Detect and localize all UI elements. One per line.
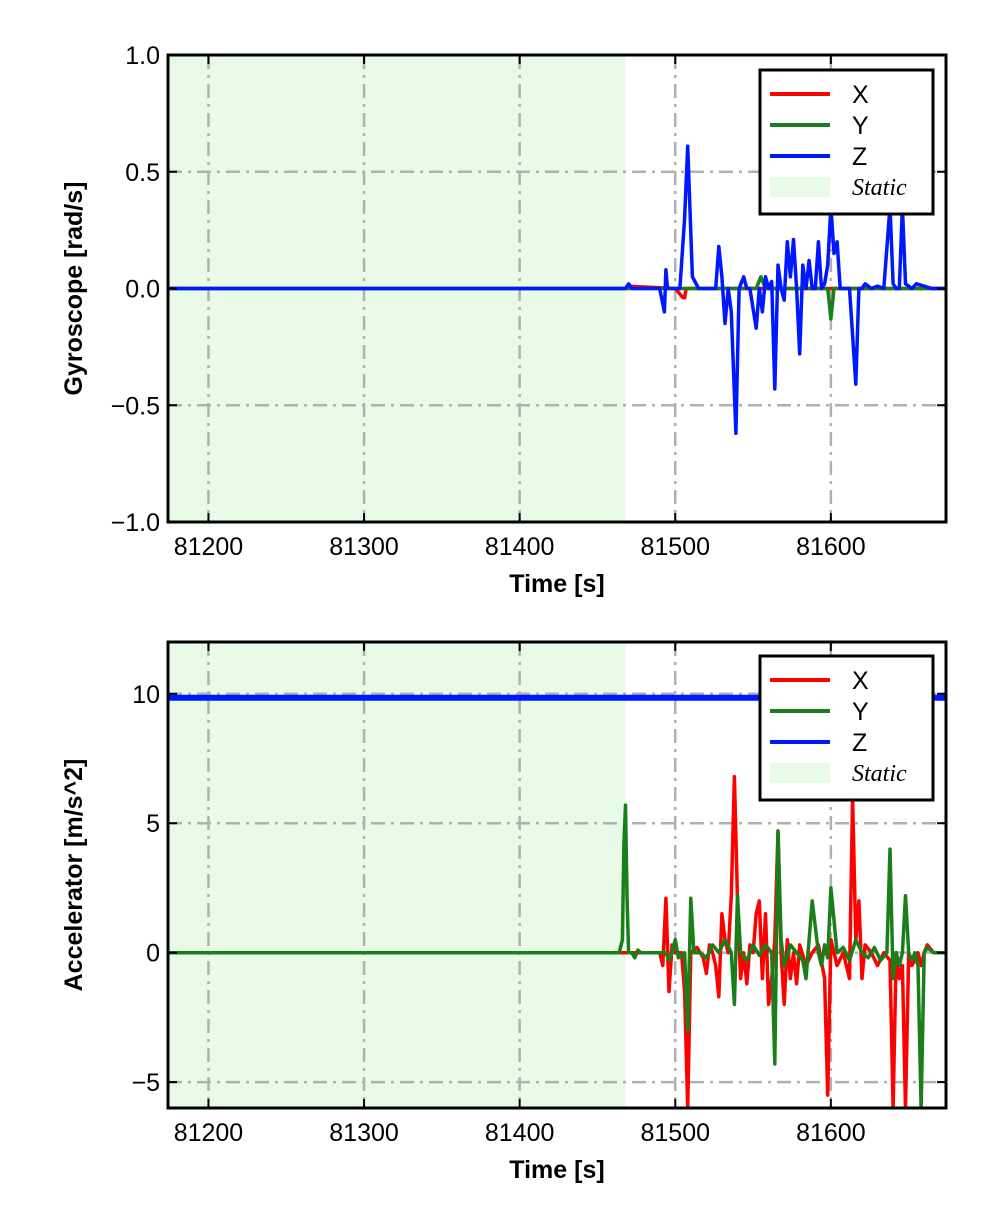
gyroscope-legend-label-static: Static — [852, 175, 907, 201]
gyroscope-x-axis-label: Time [s] — [509, 570, 604, 598]
gyroscope-x-tick-label-4: 81600 — [796, 533, 866, 561]
accelerator-series-y-line — [168, 803, 946, 1108]
accelerator-x-tick-label-3: 81500 — [640, 1119, 710, 1147]
accelerator-legend-label-x: X — [852, 667, 869, 695]
accelerator-legend-label-static: Static — [852, 761, 907, 787]
accelerator-static-region — [168, 642, 626, 1108]
accelerator-y-tick-label-3: 10 — [132, 681, 160, 709]
accelerator-y-axis-label: Accelerator [m/s^2] — [60, 759, 88, 992]
gyroscope-legend-label-x: X — [852, 81, 869, 109]
accelerator-x-tick-label-1: 81300 — [329, 1119, 399, 1147]
accelerator-y-tick-label-0: −5 — [131, 1069, 160, 1097]
gyroscope-y-tick-label-3: 0.5 — [125, 159, 160, 187]
accelerator-x-axis-label: Time [s] — [509, 1156, 604, 1184]
accelerator-legend-label-z: Z — [852, 729, 867, 757]
gyroscope-panel: 81200 81300 81400 81500 81600 −1.0 −0.5 0.0 0.5 1… — [60, 42, 948, 598]
gyroscope-x-tick-label-0: 81200 — [174, 533, 244, 561]
accelerator-series-x-line — [168, 774, 946, 1108]
accelerator-y-tick-label-1: 0 — [146, 940, 160, 968]
accelerator-legend-label-y: Y — [852, 698, 869, 726]
gyroscope-y-tick-label-0: −1.0 — [111, 509, 160, 537]
accelerator-panel: 81200 81300 81400 81500 81600 −5 0 5 10 Time [s] A… — [60, 640, 948, 1184]
gyroscope-y-tick-label-4: 1.0 — [125, 42, 160, 70]
gyroscope-legend: XYZ Static — [758, 68, 935, 216]
gyroscope-y-tick-label-2: 0.0 — [125, 276, 160, 304]
accelerator-legend: XYZ Static — [758, 654, 935, 802]
gyroscope-legend-label-z: Z — [852, 143, 867, 171]
gyroscope-legend-label-y: Y — [852, 112, 869, 140]
gyroscope-x-tick-label-2: 81400 — [485, 533, 555, 561]
accelerator-y-tick-label-2: 5 — [146, 810, 160, 838]
gyroscope-x-tick-label-3: 81500 — [640, 533, 710, 561]
gyroscope-y-tick-label-1: −0.5 — [111, 392, 160, 420]
gyroscope-legend-swatch-static — [770, 177, 830, 197]
accelerator-axes-frame — [166, 640, 948, 1110]
gyroscope-y-axis-label: Gyroscope [rad/s] — [60, 182, 88, 396]
accelerator-x-tick-label-2: 81400 — [485, 1119, 555, 1147]
gyroscope-x-tick-label-1: 81300 — [329, 533, 399, 561]
accelerator-x-tick-label-0: 81200 — [174, 1119, 244, 1147]
gyroscope-series-z-line — [168, 144, 946, 436]
accelerator-x-tick-label-4: 81600 — [796, 1119, 866, 1147]
accelerator-legend-swatch-static — [770, 763, 830, 783]
